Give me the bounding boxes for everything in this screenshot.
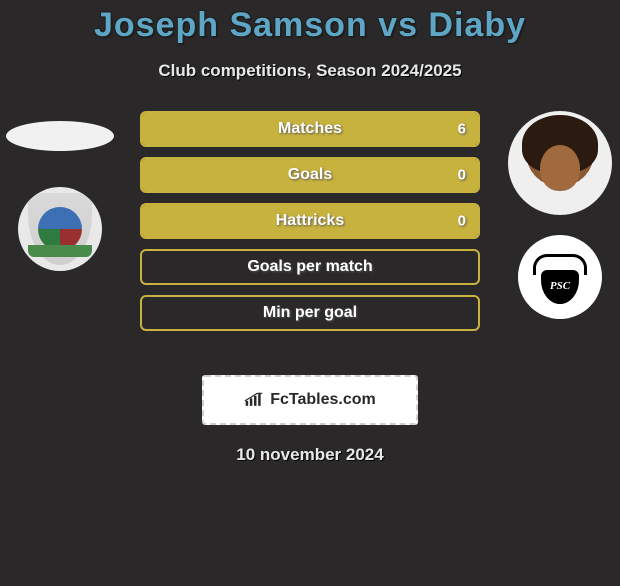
stat-label: Goals bbox=[288, 166, 332, 184]
stat-label: Hattricks bbox=[276, 212, 344, 230]
stat-value-right: 0 bbox=[458, 167, 466, 184]
player-left-column bbox=[0, 111, 120, 271]
snapshot-date: 10 november 2024 bbox=[0, 445, 620, 465]
chart-icon bbox=[244, 392, 264, 408]
stat-bar: Hattricks 0 bbox=[140, 203, 480, 239]
player-right-column: PSC bbox=[500, 111, 620, 319]
comparison-stage: Matches 6 Goals 0 Hattricks 0 Goals per match M… bbox=[0, 111, 620, 351]
shield-icon bbox=[28, 193, 92, 265]
player-right-headshot bbox=[508, 111, 612, 215]
stat-value-right: 0 bbox=[458, 213, 466, 230]
stat-label: Matches bbox=[278, 120, 342, 138]
stat-bar: Min per goal bbox=[140, 295, 480, 331]
watermark: FcTables.com bbox=[202, 375, 418, 425]
page-title: Joseph Samson vs Diaby bbox=[0, 6, 620, 45]
page-subtitle: Club competitions, Season 2024/2025 bbox=[0, 61, 620, 81]
club-badge-icon: PSC bbox=[527, 244, 593, 310]
player-left-headshot bbox=[6, 121, 114, 151]
stat-label: Min per goal bbox=[263, 304, 357, 322]
stat-label: Goals per match bbox=[247, 258, 372, 276]
stat-bars: Matches 6 Goals 0 Hattricks 0 Goals per match M… bbox=[140, 111, 480, 341]
club-badge-label: PSC bbox=[527, 280, 593, 292]
stat-bar: Goals per match bbox=[140, 249, 480, 285]
stat-value-right: 6 bbox=[458, 121, 466, 138]
player-right-crest: PSC bbox=[518, 235, 602, 319]
stat-bar: Matches 6 bbox=[140, 111, 480, 147]
watermark-label: FcTables.com bbox=[270, 391, 376, 409]
player-left-crest bbox=[18, 187, 102, 271]
stat-bar: Goals 0 bbox=[140, 157, 480, 193]
